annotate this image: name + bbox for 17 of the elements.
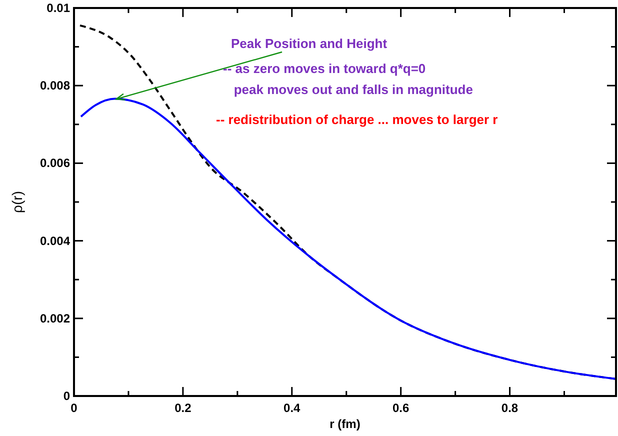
y-tick-label: 0.006 [40,156,70,170]
x-tick-label: 0.4 [284,401,301,415]
annotation: -- as zero moves in toward q*q=0 [223,61,426,76]
y-axis-title: ρ(r) [9,191,25,213]
annotation: peak moves out and falls in magnitude [223,82,473,97]
y-tick-label: 0.002 [40,311,70,326]
annotation: -- redistribution of charge ... moves to larger r [216,112,498,127]
y-tick-label: 0.01 [46,1,70,15]
y-tick-label: 0.008 [40,78,70,93]
y-tick-label: 0 [63,389,70,403]
x-tick-label: 0.6 [392,401,410,415]
x-tick-label: 0.2 [174,401,192,415]
annotation: Peak Position and Height [231,36,388,51]
y-tick-label: 0.004 [40,234,70,248]
x-axis-title: r (fm) [330,417,360,431]
line-series [80,98,617,380]
x-tick-label: 0.8 [501,401,518,415]
